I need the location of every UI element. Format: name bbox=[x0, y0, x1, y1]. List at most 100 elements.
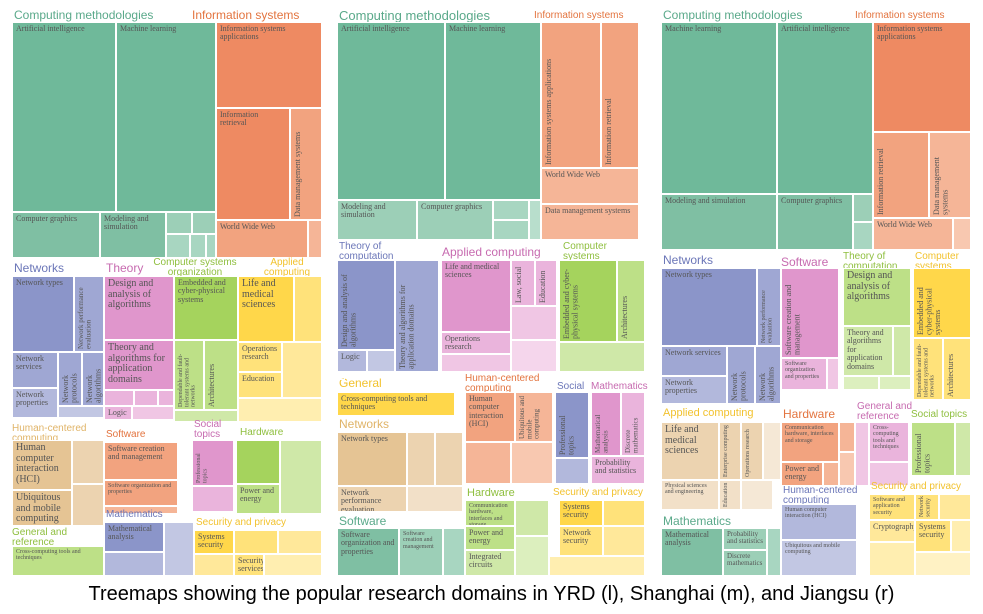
cell-systems-security: Systems security bbox=[559, 500, 603, 526]
cell-architectures: Architectures bbox=[617, 260, 645, 342]
cell-cm-small bbox=[493, 200, 529, 220]
cell-hw-small bbox=[280, 440, 322, 514]
cell-theory-small bbox=[134, 390, 158, 406]
cell-ac-small bbox=[763, 422, 781, 480]
header-general-reference: General and reference bbox=[12, 527, 68, 548]
cell-hci: Human computer interaction (HCI) bbox=[12, 440, 72, 490]
header-computing-methodologies: Computing methodologies bbox=[14, 8, 154, 22]
cell-architectures: Architectures bbox=[943, 338, 971, 400]
cell-professional-topics: Professional topics bbox=[192, 440, 234, 486]
cell-ac-small bbox=[294, 276, 322, 342]
cell-hci: Human computer interaction (HCI) bbox=[781, 504, 857, 540]
cell-net-small bbox=[58, 406, 104, 418]
header-human-centered-computing: Human-centered computing bbox=[12, 423, 87, 444]
header-networks: Networks bbox=[339, 417, 390, 431]
cell-ac-small bbox=[511, 306, 557, 340]
cell-world-wide-web: World Wide Web bbox=[216, 220, 308, 258]
cell-network-performance-evaluation: Network performance evaluation bbox=[337, 486, 407, 512]
treemap-jiangsu: Computing methodologies Information syst… bbox=[661, 0, 971, 578]
cell-design-analysis-algorithms: Design and analysis of algorithms bbox=[104, 276, 174, 340]
cell-sec-small bbox=[278, 530, 322, 554]
header-general-reference: General and reference bbox=[857, 401, 913, 422]
cell-misc-small bbox=[164, 522, 194, 576]
cell-artificial-intelligence: Artificial intelligence bbox=[337, 22, 445, 200]
treemap-shanghai: Computing methodologies Information syst… bbox=[337, 0, 648, 578]
cell-logic: Logic bbox=[337, 350, 367, 372]
header-computer-systems: Computer systems bbox=[915, 251, 959, 272]
cell-operations-research-r: Operations research bbox=[741, 422, 763, 480]
cell-network-properties: Network properties bbox=[661, 376, 727, 404]
cell-hw-small bbox=[515, 500, 549, 536]
cell-theory-small bbox=[893, 326, 911, 376]
cell-dependable-fault-tolerant: Dependable and fault-tolerant systems an… bbox=[174, 340, 204, 410]
cell-enterprise-computing: Enterprise computing bbox=[719, 422, 741, 480]
cell-machine-learning: Machine learning bbox=[445, 22, 541, 200]
cell-ac-small bbox=[238, 398, 322, 422]
cell-sw-small bbox=[827, 358, 839, 390]
cell-modeling-simulation: Modeling and simulation bbox=[100, 212, 166, 258]
cell-education: Education bbox=[719, 480, 741, 510]
cell-embedded-cyber-physical: Embedded and cyber-physical systems bbox=[559, 260, 617, 342]
cell-cross-computing-tools: Cross-computing tools and techniques bbox=[337, 392, 455, 416]
cell-cm-small bbox=[190, 234, 206, 258]
cell-math-small bbox=[767, 528, 781, 576]
cell-sec-small bbox=[603, 526, 645, 556]
header-applied-computing: Applied computing bbox=[442, 245, 541, 259]
cell-hw-small bbox=[515, 536, 549, 576]
cell-network-properties: Network properties bbox=[12, 388, 58, 418]
header-computing-methodologies: Computing methodologies bbox=[339, 8, 491, 23]
cell-sec-small bbox=[194, 554, 234, 576]
header-networks: Networks bbox=[663, 253, 714, 267]
cell-ac-small bbox=[441, 354, 511, 372]
cell-hw-small bbox=[839, 422, 855, 452]
cell-operations-research: Operations research bbox=[238, 342, 282, 372]
header-general: General bbox=[339, 376, 382, 390]
header-mathematics: Mathematics bbox=[591, 381, 648, 392]
cell-cm-small bbox=[529, 200, 541, 240]
header-security-privacy: Security and privacy bbox=[196, 517, 287, 528]
cell-discrete-mathematics: Discrete mathematics bbox=[621, 392, 645, 456]
header-security-privacy: Security and privacy bbox=[553, 487, 644, 498]
cell-life-medical-sciences: Life and medical sciences bbox=[238, 276, 294, 342]
cell-sec-small bbox=[951, 520, 971, 552]
header-information-systems: Information systems bbox=[192, 8, 300, 22]
header-social-topics: Social topics bbox=[194, 419, 222, 440]
cell-software-organization-properties: Software organization and properties bbox=[337, 528, 399, 576]
header-computer-systems-organization: Computer systems organization bbox=[153, 257, 237, 278]
cell-security-services: Security services bbox=[234, 554, 264, 576]
cell-data-management-systems: Data management systems bbox=[541, 204, 639, 240]
header-mathematics: Mathematics bbox=[106, 509, 163, 520]
cell-modeling-simulation: Modeling and simulation bbox=[661, 194, 777, 250]
cell-hcc-small bbox=[72, 484, 104, 526]
cell-gen-small bbox=[869, 462, 909, 486]
header-theory-of-computation: Theory of computation bbox=[339, 241, 394, 262]
cell-design-analysis-algorithms: Design and analysis of algorithms bbox=[843, 268, 911, 326]
cell-network-algorithms: Network algorithms bbox=[82, 352, 104, 406]
cell-artificial-intelligence: Artificial intelligence bbox=[12, 22, 116, 212]
cell-artificial-intelligence: Artificial intelligence bbox=[777, 22, 873, 194]
cell-sec-small bbox=[234, 530, 278, 554]
cell-cm-small bbox=[206, 234, 216, 258]
cell-information-retrieval: Information retrieval bbox=[216, 108, 290, 220]
cell-professional-topics: Professional topics bbox=[555, 392, 589, 458]
cell-education: Education bbox=[238, 372, 282, 398]
cell-information-systems-applications: Information systems applications bbox=[873, 22, 971, 132]
figure-caption: Treemaps showing the popular research do… bbox=[88, 583, 895, 605]
cell-network-services: Network services bbox=[12, 352, 58, 388]
cell-cs-small bbox=[174, 410, 238, 422]
cell-theory-small bbox=[158, 390, 174, 406]
cell-ubiquitous-mobile: Ubiquitous and mobile computing bbox=[515, 392, 553, 442]
cell-software-organization-properties: Software organization and properties bbox=[781, 358, 827, 390]
cell-embedded-cyber-physical: Embedded and cyber-physical systems bbox=[913, 268, 971, 338]
cell-communication-hardware: Communication hardware, interfaces and s… bbox=[781, 422, 839, 462]
cell-modeling-simulation: Modeling and simulation bbox=[337, 200, 417, 240]
cell-network-protocols: Network protocols bbox=[58, 352, 82, 406]
header-applied-computing: Applied computing bbox=[263, 257, 311, 278]
cell-integrated-circuits: Integrated circuits bbox=[465, 550, 515, 576]
cell-network-types: Network types bbox=[661, 268, 757, 346]
cell-gen-small bbox=[855, 422, 869, 486]
cell-computer-graphics: Computer graphics bbox=[12, 212, 100, 258]
cell-sec-small bbox=[264, 554, 322, 576]
cell-data-management-systems: Data management systems bbox=[929, 132, 971, 218]
cell-design-analysis-algorithms: Design and analysis of algorithms bbox=[337, 260, 395, 350]
